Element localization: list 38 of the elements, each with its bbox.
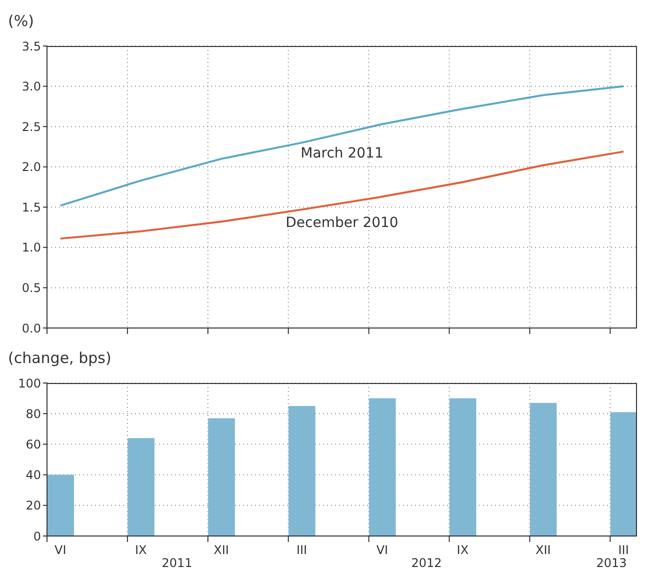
x-tick-label: XII (535, 543, 551, 557)
y-tick-label: 40 (26, 468, 41, 482)
bar (47, 474, 74, 536)
x-tick-label: IX (134, 543, 147, 557)
bar (530, 402, 557, 536)
y-tick-label: 0 (33, 529, 41, 544)
x-tick-label: III (618, 543, 629, 557)
y-tick-label: 2.0 (22, 160, 41, 174)
x-tick-label: III (296, 543, 308, 557)
y-tick-label: 80 (26, 406, 41, 421)
bar (449, 398, 476, 536)
y-tick-label: 60 (26, 437, 41, 452)
bar (288, 406, 316, 536)
x-tick-label: XII (214, 543, 229, 557)
x-tick-label: IX (456, 543, 469, 557)
text: 2011 (160, 556, 194, 570)
y-tick-label: 0.5 (22, 280, 41, 295)
y-tick-label: 1.5 (22, 200, 41, 214)
y-tick-label: 2.5 (22, 120, 41, 134)
x-tick-label: VI (376, 543, 388, 557)
y-tick-label: 0.0 (22, 321, 41, 336)
y-tick-label: 20 (26, 498, 41, 513)
text: 2013 (595, 556, 628, 570)
y-tick-label: 3.0 (22, 80, 41, 94)
y-tick-label: 3.5 (22, 39, 41, 54)
y-tick-label: 100 (18, 376, 41, 390)
series-label: December 2010 (286, 215, 398, 232)
text: 2012 (410, 556, 443, 570)
bar (369, 398, 396, 536)
line-series (59, 85, 625, 207)
bar (128, 438, 154, 536)
bar (610, 412, 637, 536)
y-tick-label: 1.0 (22, 240, 41, 255)
y-axis-title: (%) (8, 12, 34, 30)
x-tick-label: VI (54, 543, 66, 557)
y-axis-title: (change, bps) (8, 349, 112, 367)
bar (208, 418, 235, 536)
series-label: March 2011 (300, 145, 384, 162)
